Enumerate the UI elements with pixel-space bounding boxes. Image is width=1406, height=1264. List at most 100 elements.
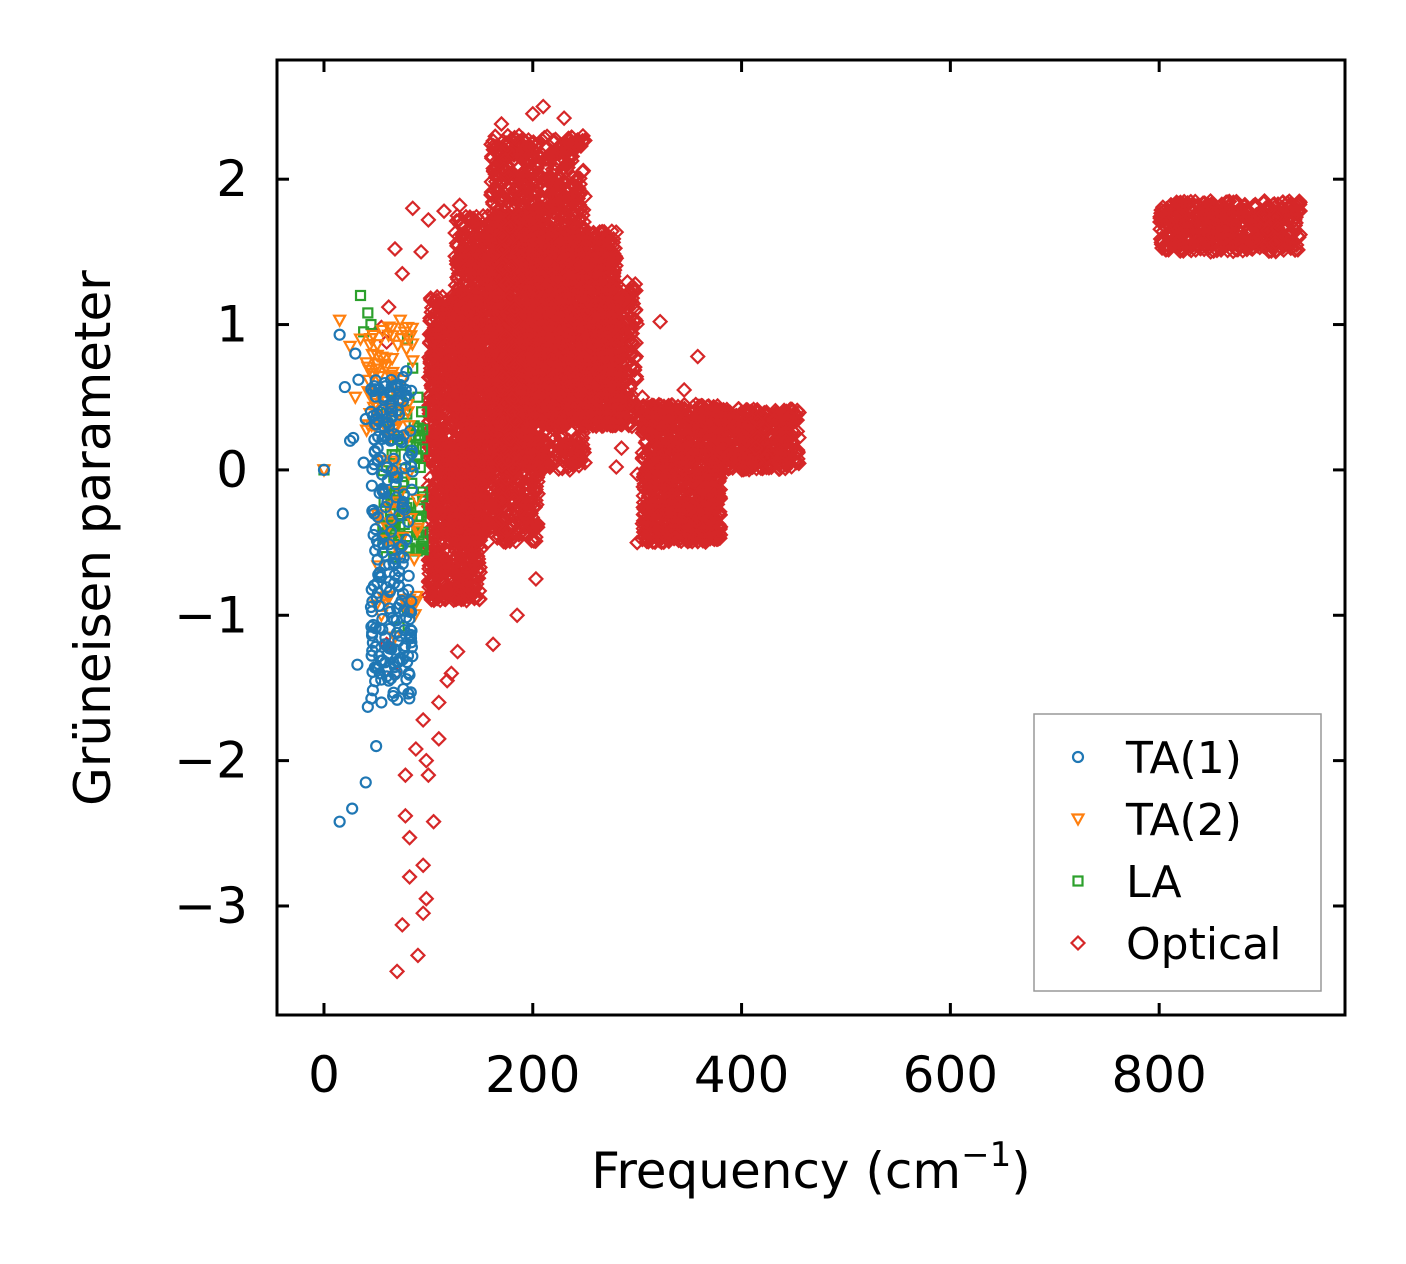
data-point-optical — [448, 421, 465, 438]
data-point-optical — [428, 472, 445, 490]
data-point-optical — [434, 471, 451, 488]
data-point-optical — [467, 483, 484, 500]
data-point-optical — [428, 292, 446, 309]
data-point-optical — [461, 234, 478, 252]
data-point-optical — [420, 369, 437, 386]
data-point-optical — [473, 243, 491, 260]
data-point-optical — [515, 525, 532, 542]
data-point-optical — [460, 333, 477, 350]
data-point-optical — [433, 485, 450, 502]
data-point-optical — [473, 453, 490, 470]
data-point-optical — [473, 523, 490, 540]
data-point-optical — [528, 496, 545, 513]
data-point-optical — [431, 378, 448, 395]
data-point-optical — [462, 484, 479, 501]
data-point-optical — [449, 357, 466, 374]
series-optical — [373, 98, 1309, 980]
data-point-optical — [518, 480, 535, 497]
data-point-optical — [427, 558, 444, 575]
data-point-optical — [460, 312, 477, 330]
data-point-optical — [460, 419, 477, 436]
data-point-optical — [426, 319, 443, 336]
data-point-optical — [470, 550, 487, 568]
data-point-optical — [449, 398, 466, 415]
data-point-optical — [450, 455, 467, 472]
data-point-optical — [420, 573, 437, 590]
data-point-optical — [434, 561, 451, 578]
data-point-optical — [524, 516, 541, 533]
data-point-optical — [468, 208, 485, 225]
data-point-optical — [432, 434, 449, 451]
data-point-optical — [426, 389, 443, 406]
data-point-optical — [468, 259, 485, 276]
data-point-optical — [467, 382, 484, 399]
data-point-optical — [472, 333, 489, 351]
data-point-optical — [450, 445, 467, 463]
data-point-optical — [489, 492, 506, 509]
data-point-optical — [423, 589, 440, 606]
data-point-optical — [426, 439, 443, 456]
data-point-optical — [462, 526, 479, 544]
data-point-optical — [447, 224, 464, 242]
data-point-optical — [452, 534, 469, 551]
data-point-optical — [449, 297, 466, 314]
data-point-optical — [425, 488, 443, 505]
data-point-optical — [440, 578, 457, 595]
data-point-optical — [447, 318, 464, 335]
data-point-optical — [469, 256, 486, 273]
data-point-optical — [424, 423, 441, 440]
data-point-optical — [447, 277, 464, 294]
data-point-optical — [464, 417, 481, 435]
data-point-optical — [451, 409, 468, 426]
data-point-optical — [465, 316, 482, 333]
data-point-optical — [471, 591, 488, 608]
data-point-optical — [428, 350, 445, 367]
data-points — [316, 98, 1309, 980]
data-point-optical — [433, 408, 450, 425]
data-point-optical — [469, 438, 486, 455]
data-point-optical — [510, 526, 527, 543]
data-point-optical — [500, 507, 517, 524]
data-point-optical — [512, 471, 529, 488]
data-point-optical — [464, 450, 481, 467]
data-point-optical — [480, 533, 497, 550]
data-point-optical — [447, 329, 464, 346]
data-point-optical — [430, 308, 447, 325]
data-point-optical — [458, 385, 475, 402]
data-point-optical — [449, 533, 466, 550]
data-point-optical — [472, 286, 489, 303]
data-point-optical — [449, 372, 466, 389]
data-point-optical — [465, 579, 482, 596]
data-point-optical — [424, 376, 441, 393]
data-point-optical — [471, 559, 488, 576]
data-point-optical — [430, 331, 447, 349]
data-point-optical — [498, 470, 515, 487]
data-point-optical — [474, 291, 492, 308]
data-point-optical — [525, 532, 542, 549]
data-point-optical — [449, 590, 467, 607]
data-point-optical — [437, 583, 454, 600]
data-point-optical — [503, 485, 520, 502]
data-point-optical — [447, 340, 464, 357]
data-point-optical — [436, 403, 453, 420]
data-point-optical — [459, 479, 476, 497]
data-point-optical — [481, 516, 498, 533]
data-point-optical — [446, 511, 463, 528]
data-point-optical — [511, 495, 528, 512]
data-point-optical — [518, 474, 535, 491]
data-point-optical — [451, 543, 468, 560]
data-point-optical — [501, 533, 518, 550]
data-point-optical — [455, 428, 472, 446]
data-point-optical — [449, 568, 466, 585]
data-point-optical — [497, 534, 514, 551]
data-point-optical — [450, 212, 468, 229]
data-point-optical — [464, 518, 481, 536]
data-point-optical — [427, 480, 444, 497]
data-point-optical — [527, 492, 544, 509]
data-point-optical — [497, 522, 514, 539]
data-point-optical — [449, 489, 466, 506]
data-point-optical — [529, 519, 546, 536]
data-point-optical — [422, 291, 439, 308]
data-point-optical — [468, 431, 485, 448]
